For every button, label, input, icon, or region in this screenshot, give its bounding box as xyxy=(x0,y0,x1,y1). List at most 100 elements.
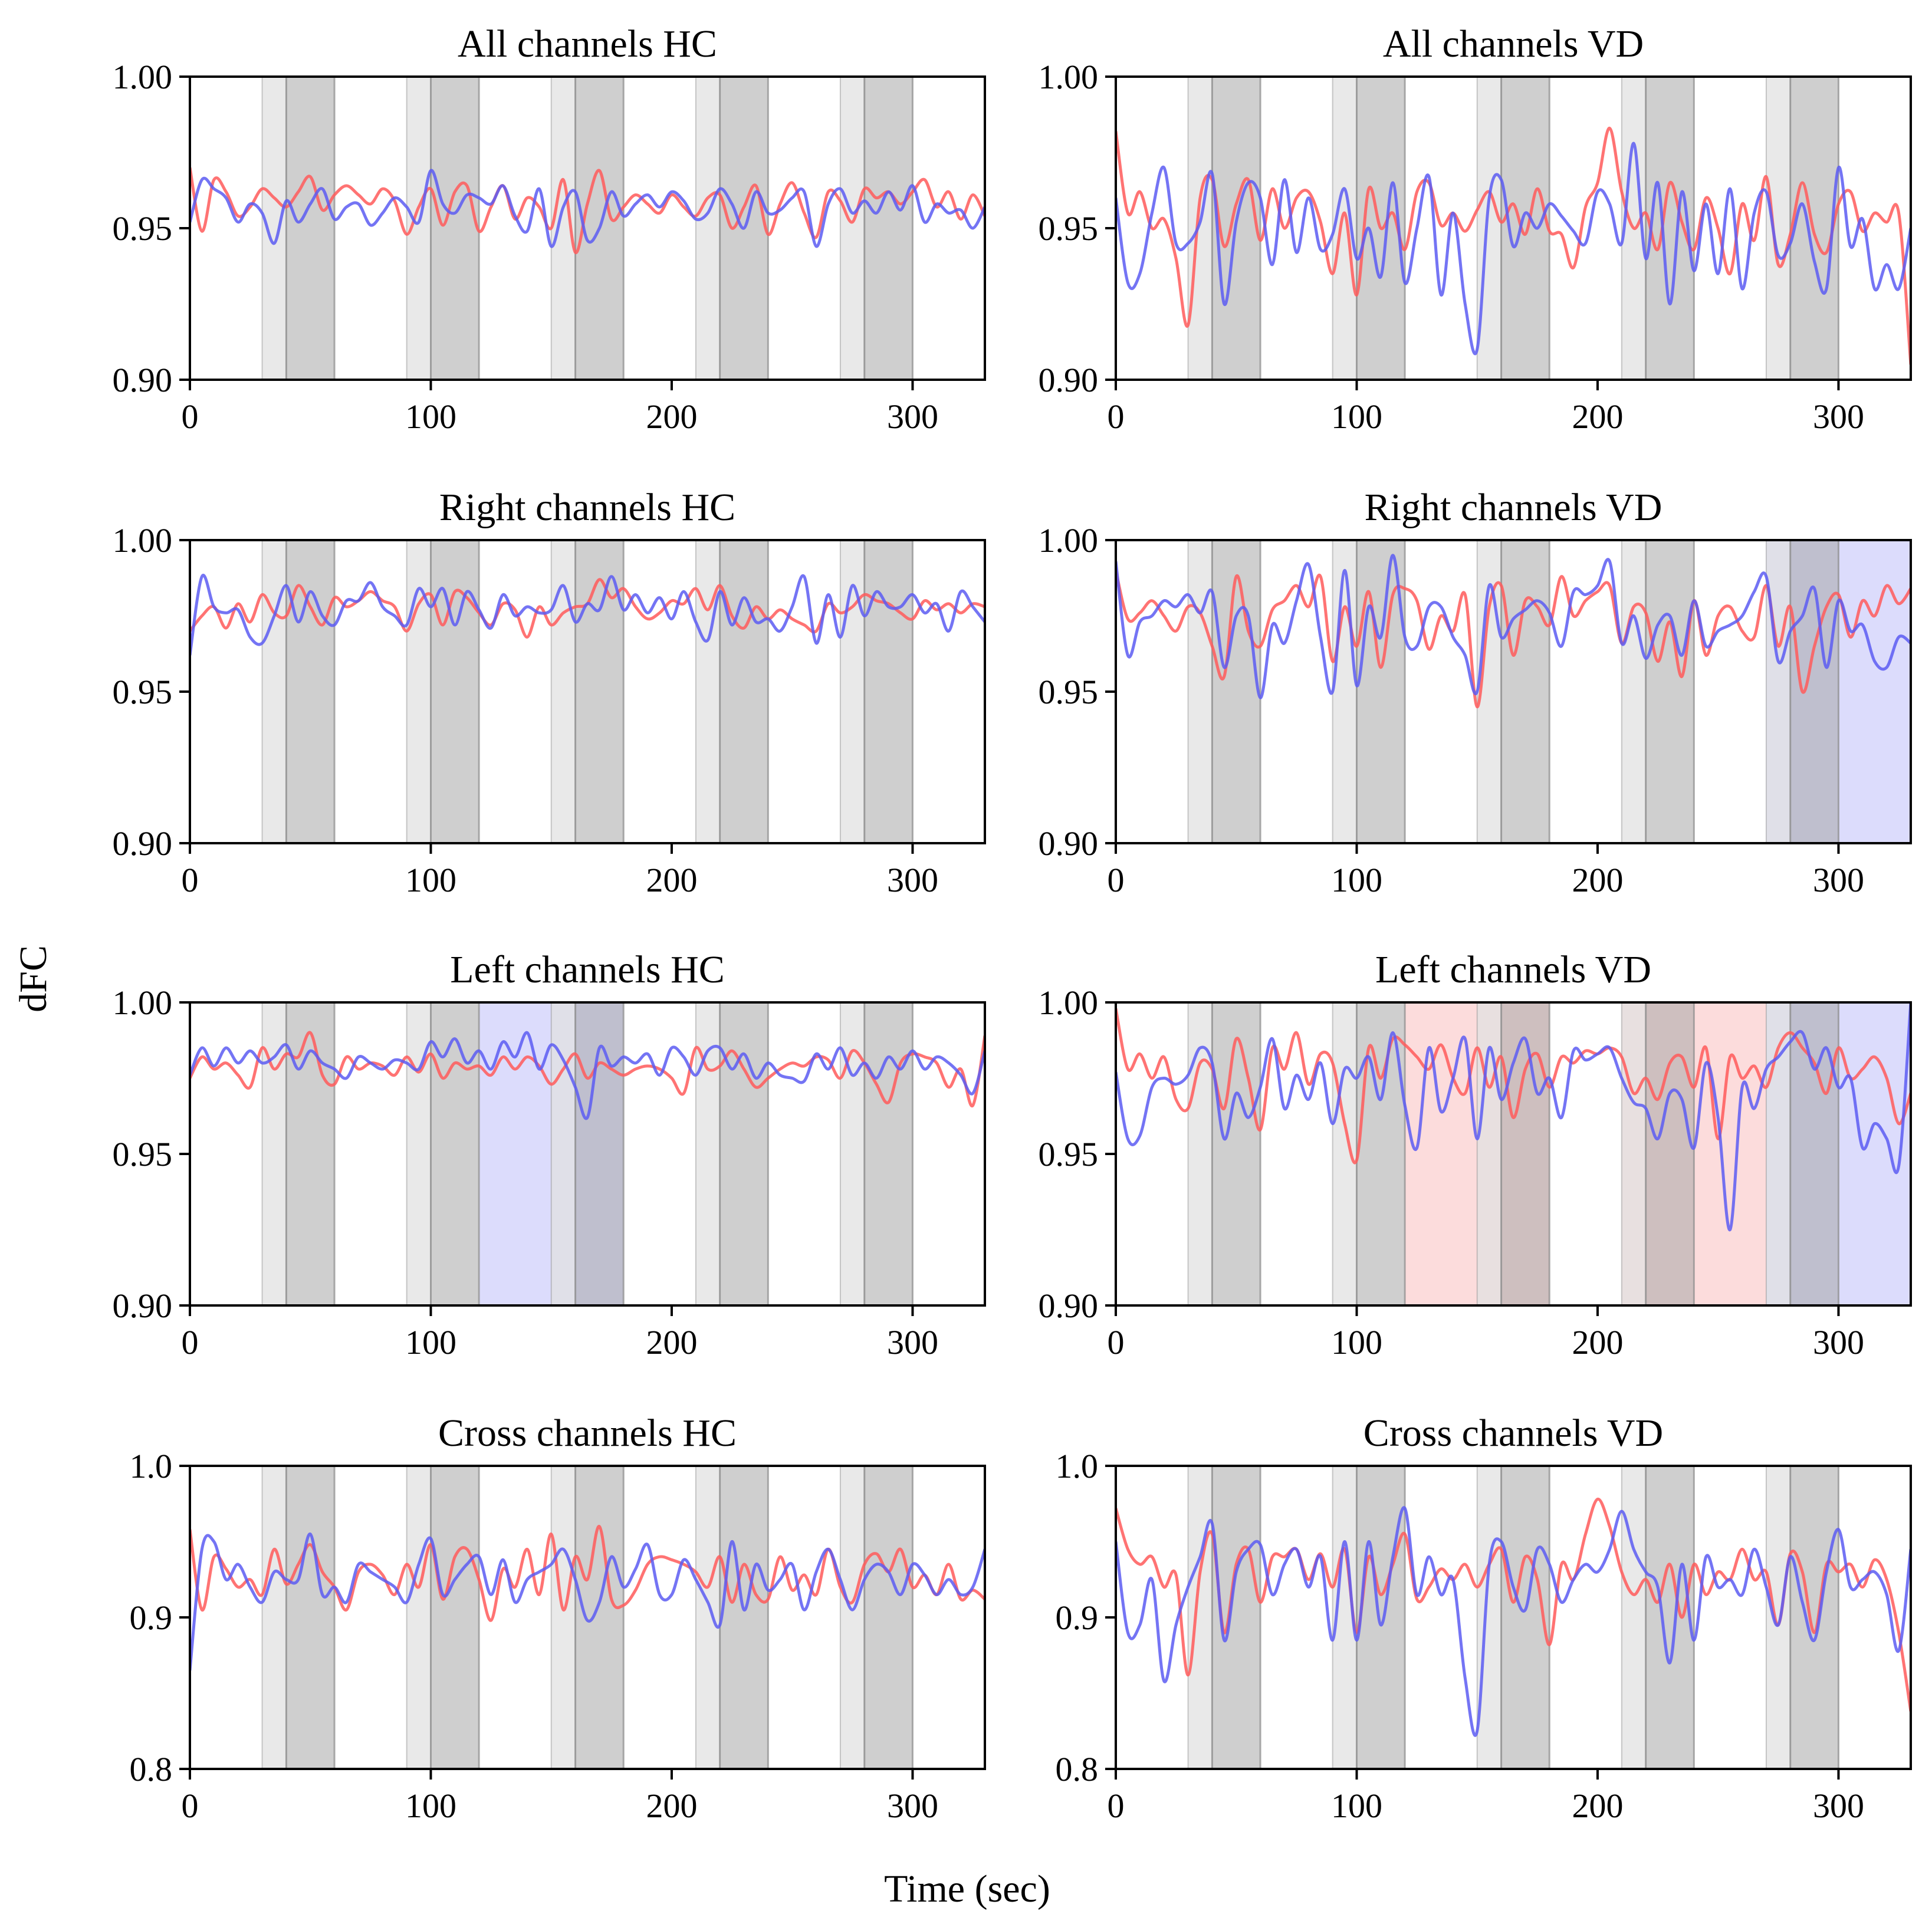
x-tick-label: 300 xyxy=(887,1787,938,1825)
task-block xyxy=(863,1001,914,1307)
task-block-prep xyxy=(695,76,721,380)
x-tick-label: 300 xyxy=(887,397,938,436)
series-group xyxy=(190,1031,985,1120)
task-block-prep xyxy=(1187,540,1213,844)
task-block xyxy=(1645,539,1695,844)
task-block-prep xyxy=(1332,1002,1358,1306)
task-block-prep xyxy=(839,1002,865,1306)
series-group xyxy=(190,1525,985,1671)
figure-xlabel: Time (sec) xyxy=(884,1867,1050,1910)
task-block xyxy=(1500,1465,1550,1770)
x-tick-label: 100 xyxy=(405,1787,456,1825)
task-block xyxy=(429,75,480,381)
x-tick-label: 300 xyxy=(887,1323,938,1361)
x-tick-label: 0 xyxy=(1108,1787,1125,1825)
x-tick-label: 200 xyxy=(646,1323,697,1361)
x-tick-label: 0 xyxy=(182,1787,199,1825)
y-tick-label: 1.00 xyxy=(113,58,173,96)
y-tick-label: 0.95 xyxy=(1039,673,1099,711)
y-tick-label: 0.90 xyxy=(113,1287,173,1325)
task-block-prep xyxy=(261,1465,287,1770)
panel-title: Right channels HC xyxy=(439,486,735,529)
series-line-blue xyxy=(1116,554,1911,699)
task-block xyxy=(1645,75,1695,381)
task-block-prep xyxy=(1332,540,1358,844)
x-tick-label: 300 xyxy=(1813,861,1864,899)
series-line-blue xyxy=(1116,142,1911,356)
y-tick-label: 1.0 xyxy=(1056,1447,1099,1485)
series-line-red xyxy=(1116,126,1911,365)
y-tick-label: 0.90 xyxy=(113,361,173,399)
task-block-prep xyxy=(1765,1465,1791,1770)
task-block-prep xyxy=(1187,76,1213,380)
panel-title: Left channels VD xyxy=(1375,948,1651,991)
y-tick-label: 1.00 xyxy=(1039,984,1099,1022)
task-block-prep xyxy=(406,540,432,844)
y-tick-label: 0.95 xyxy=(113,1135,173,1173)
series-group xyxy=(1116,1498,1911,1737)
task-block xyxy=(1355,539,1406,844)
task-block-prep xyxy=(1765,76,1791,380)
x-tick-label: 200 xyxy=(646,1787,697,1825)
task-block xyxy=(1645,1465,1695,1770)
task-block xyxy=(1645,1001,1695,1307)
x-tick-label: 0 xyxy=(182,397,199,436)
series-line-red xyxy=(190,1031,985,1107)
x-tick-label: 200 xyxy=(1572,861,1623,899)
figure-ylabel: dFC xyxy=(12,945,55,1012)
task-block xyxy=(1211,539,1261,844)
series-line-blue xyxy=(190,1532,985,1671)
task-block-prep xyxy=(839,1465,865,1770)
panel-title: All channels VD xyxy=(1383,22,1644,65)
series-line-blue xyxy=(1116,1506,1911,1737)
y-tick-label: 0.95 xyxy=(1039,1135,1099,1173)
panel-right-hc: 0.90 0.95 1.00 0 100 200 300 Right channels HC xyxy=(113,486,986,899)
y-tick-label: 1.0 xyxy=(130,1447,173,1485)
x-tick-label: 300 xyxy=(1813,1323,1864,1361)
x-tick-label: 0 xyxy=(182,861,199,899)
x-tick-label: 200 xyxy=(1572,397,1623,436)
panel-title: Right channels VD xyxy=(1365,486,1662,529)
panel-cross-vd: 0.8 0.9 1.0 0 100 200 300 Cross channels VD xyxy=(1056,1412,1912,1825)
x-tick-label: 200 xyxy=(646,861,697,899)
x-tick-label: 300 xyxy=(1813,1787,1864,1825)
y-tick-label: 0.8 xyxy=(1056,1750,1099,1788)
task-block xyxy=(863,75,914,381)
task-block xyxy=(1211,1001,1261,1307)
x-tick-label: 200 xyxy=(1572,1323,1623,1361)
y-tick-label: 0.90 xyxy=(1039,824,1099,863)
task-block xyxy=(863,539,914,844)
y-tick-label: 0.95 xyxy=(113,209,173,248)
series-line-blue xyxy=(190,574,985,656)
task-block-prep xyxy=(695,1465,721,1770)
series-group xyxy=(1116,1002,1911,1232)
y-tick-label: 0.8 xyxy=(130,1750,173,1788)
series-line-blue xyxy=(1116,1002,1911,1232)
y-tick-label: 1.00 xyxy=(113,521,173,560)
task-block xyxy=(719,1001,769,1307)
task-block-prep xyxy=(839,540,865,844)
x-tick-label: 100 xyxy=(1331,861,1382,899)
task-block-prep xyxy=(550,1465,576,1770)
x-tick-label: 200 xyxy=(646,397,697,436)
series-group xyxy=(1116,554,1911,709)
x-tick-label: 100 xyxy=(405,1323,456,1361)
y-tick-label: 1.00 xyxy=(113,984,173,1022)
task-block-prep xyxy=(406,1465,432,1770)
series-group xyxy=(1116,126,1911,365)
y-tick-label: 0.9 xyxy=(130,1599,173,1637)
task-block-prep xyxy=(1765,540,1791,844)
task-block-prep xyxy=(1332,76,1358,380)
series-line-red xyxy=(190,167,985,254)
y-tick-label: 0.9 xyxy=(1056,1599,1099,1637)
series-line-blue xyxy=(190,1031,985,1120)
x-tick-label: 100 xyxy=(405,397,456,436)
task-block xyxy=(285,539,336,844)
task-block-prep xyxy=(261,540,287,844)
panel-title: All channels HC xyxy=(458,22,717,65)
task-block xyxy=(429,1001,480,1307)
y-tick-label: 1.00 xyxy=(1039,58,1099,96)
y-tick-label: 0.95 xyxy=(1039,209,1099,248)
task-block xyxy=(1500,1001,1550,1307)
